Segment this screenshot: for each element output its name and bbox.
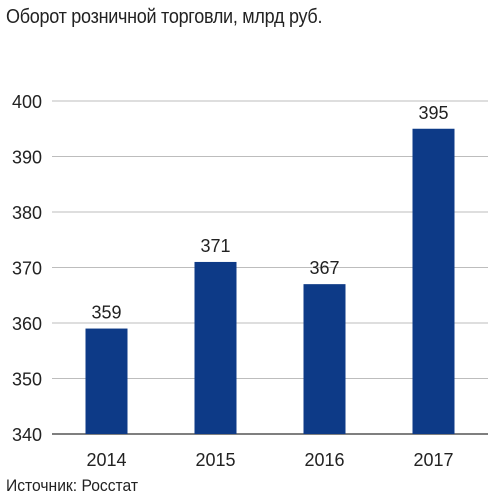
y-tick-label: 360 bbox=[12, 314, 42, 334]
data-label: 359 bbox=[91, 303, 121, 323]
source-note: Источник: Росстат bbox=[6, 476, 139, 495]
x-tick-label: 2017 bbox=[413, 450, 453, 470]
bar bbox=[303, 284, 346, 434]
bar bbox=[412, 128, 455, 434]
x-tick-label: 2014 bbox=[86, 450, 126, 470]
data-label: 367 bbox=[309, 258, 339, 278]
x-tick-label: 2016 bbox=[304, 450, 344, 470]
bar bbox=[194, 261, 237, 434]
x-tick-label: 2015 bbox=[195, 450, 235, 470]
y-tick-label: 390 bbox=[12, 148, 42, 168]
y-tick-label: 400 bbox=[12, 92, 42, 112]
bar bbox=[85, 328, 128, 434]
y-tick-label: 350 bbox=[12, 370, 42, 390]
y-tick-label: 370 bbox=[12, 259, 42, 279]
y-tick-label: 340 bbox=[12, 425, 42, 445]
data-label: 395 bbox=[418, 103, 448, 123]
y-tick-label: 380 bbox=[12, 203, 42, 223]
chart-title: Оборот розничной торговли, млрд руб. bbox=[6, 6, 323, 28]
data-label: 371 bbox=[200, 236, 230, 256]
bar-chart: 340 350 360 370 380 390 400 359 2014 371 2015 367 20… bbox=[12, 92, 488, 470]
